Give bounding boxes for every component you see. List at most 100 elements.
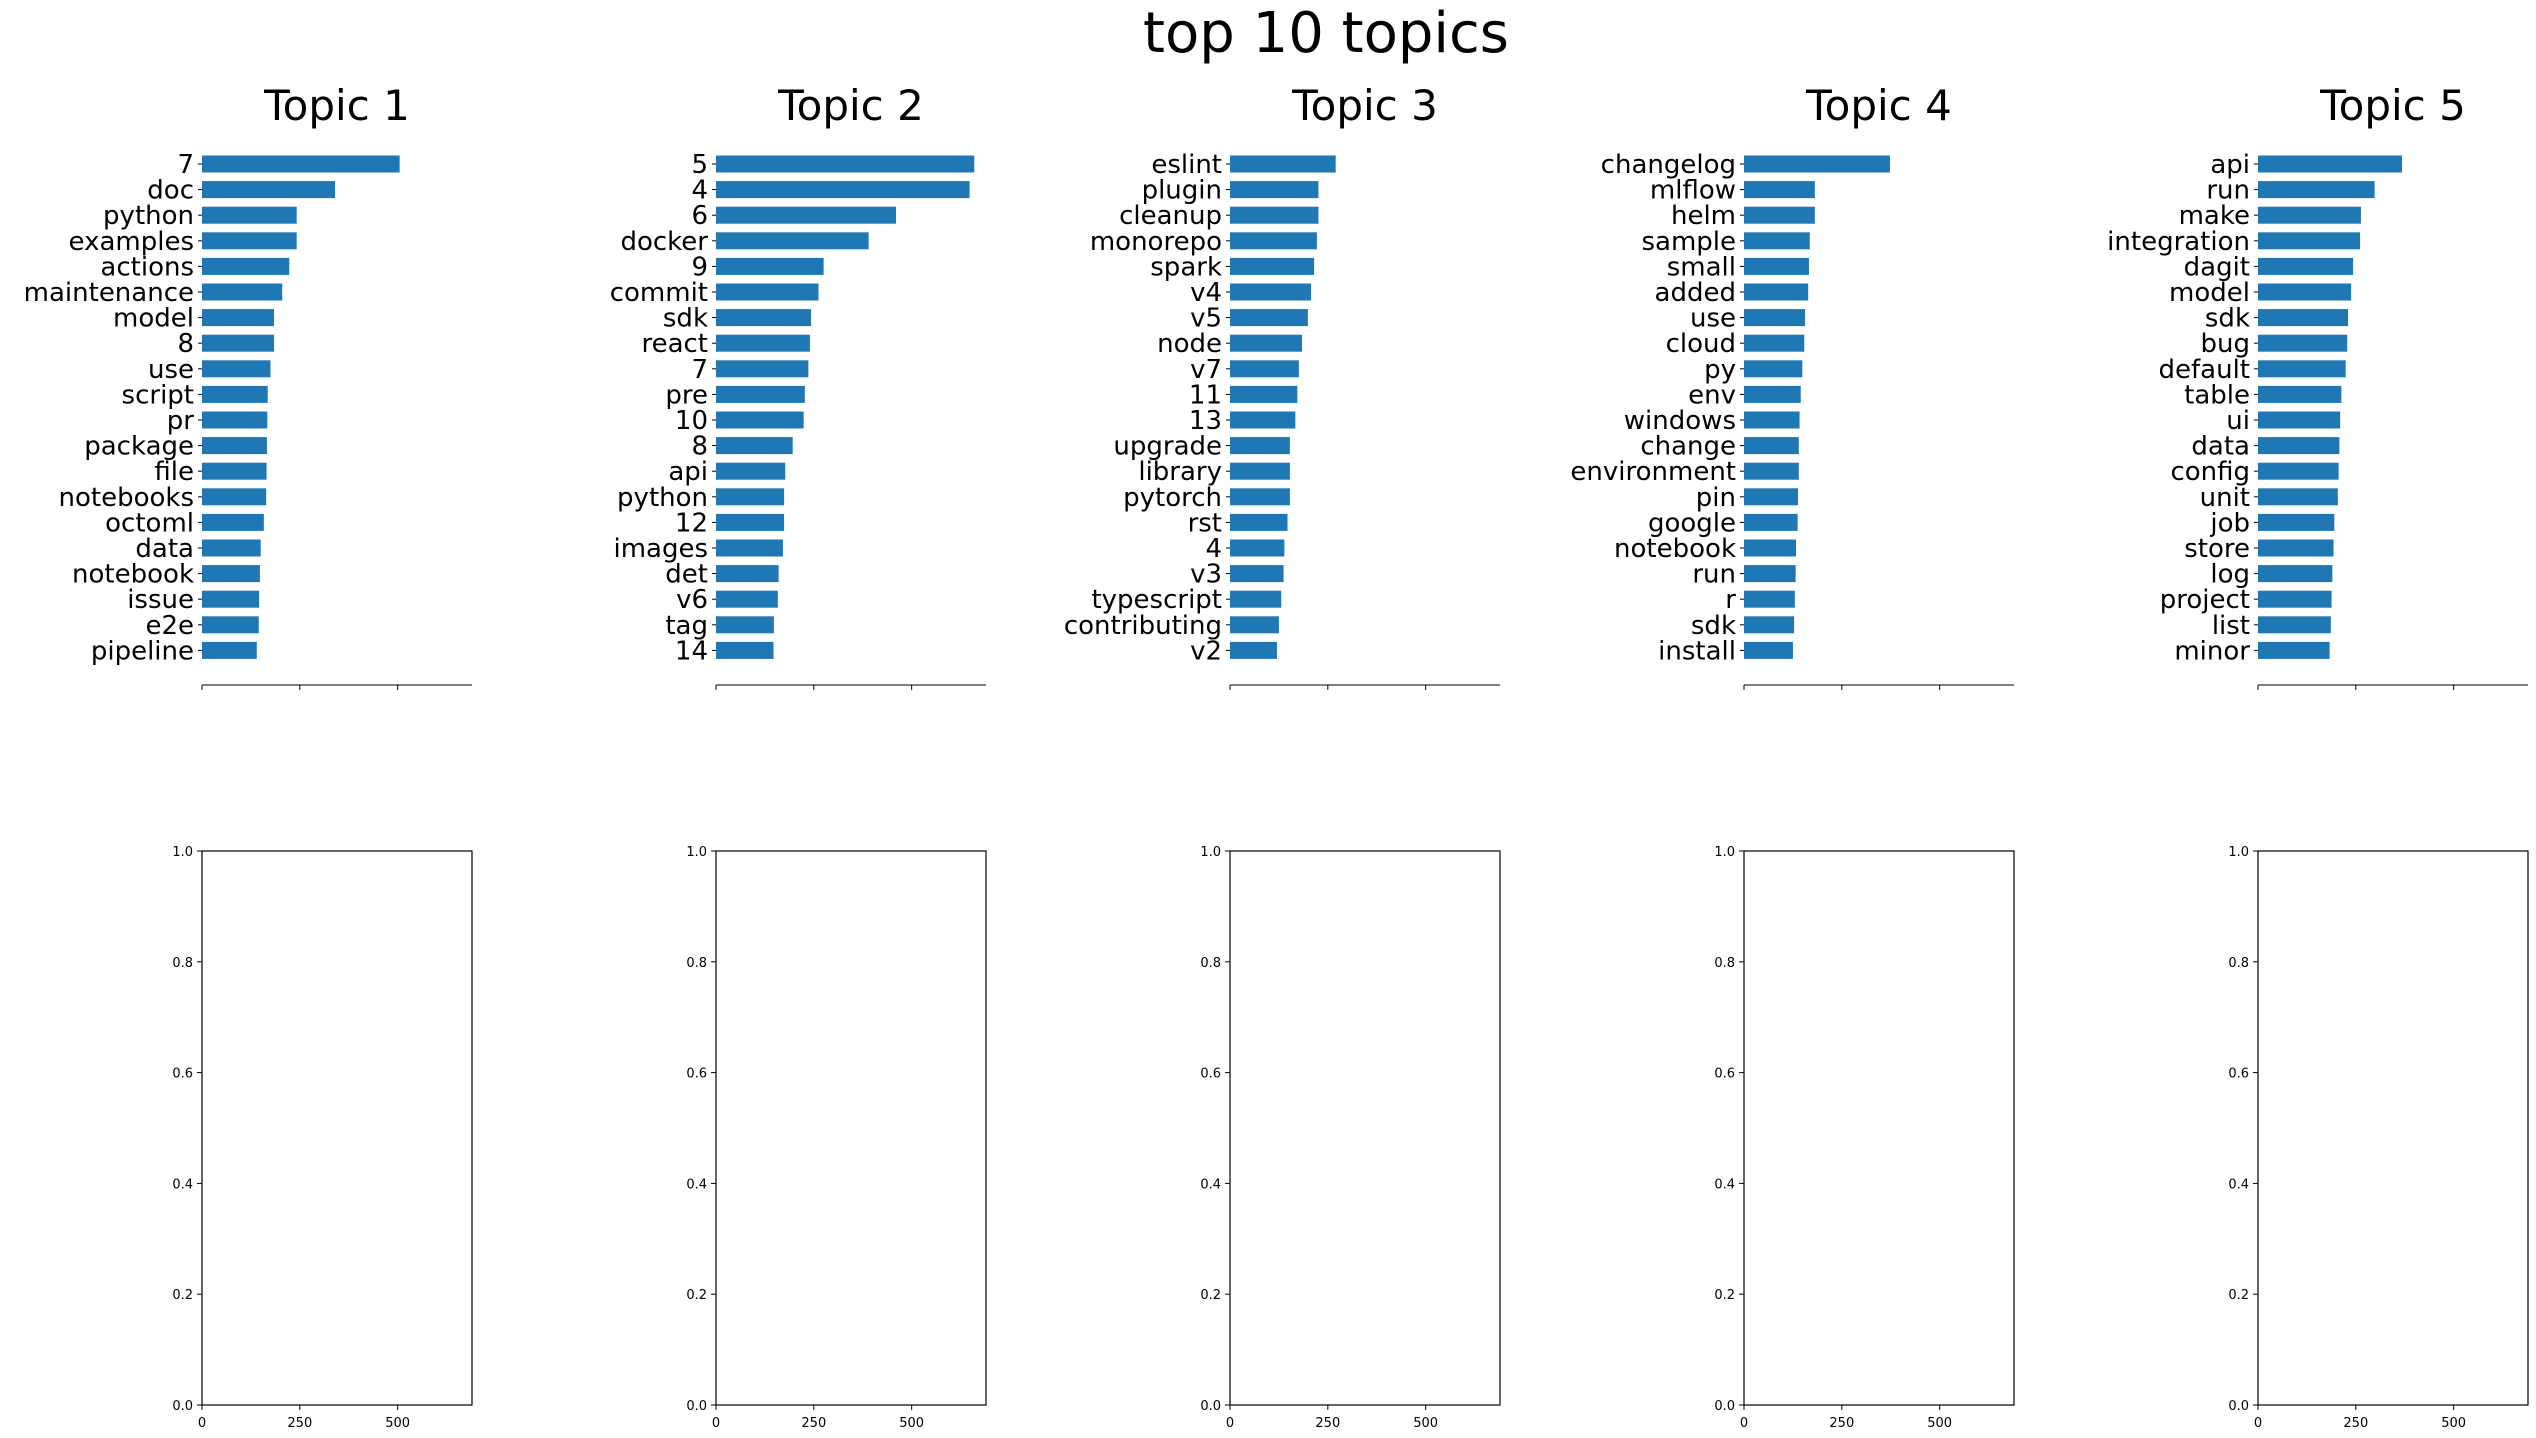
subplot-title: Topic 3: [1291, 81, 1438, 130]
bar-package: [202, 437, 267, 455]
category-label: react: [641, 329, 708, 359]
y-tick-label: 0.2: [172, 1288, 193, 1303]
category-label: 13: [1189, 406, 1222, 436]
category-label: data: [2191, 432, 2250, 462]
bar-file: [202, 462, 267, 480]
y-tick-label: 1.0: [172, 845, 193, 860]
category-label: cloud: [1666, 329, 1736, 359]
y-tick-label: 0.4: [1714, 1177, 1735, 1192]
bar-notebook: [202, 565, 260, 583]
y-tick-label: 0.0: [1200, 1399, 1221, 1414]
bar-notebooks: [202, 488, 267, 506]
bar-unit: [2258, 488, 2338, 506]
subplot-1: Topic 1 7docpythonexamplesactionsmaintena…: [24, 81, 472, 690]
subplot-9: 0.0 0.2 0.4 0.6 0.8 1.0 0 250 500: [1714, 845, 2015, 1431]
bar-job: [2258, 513, 2335, 531]
subplot-2: Topic 2 546docker9commitsdkreact7pre108ap…: [610, 81, 986, 690]
category-label: e2e: [145, 611, 194, 641]
y-tick-label: 1.0: [1200, 845, 1221, 860]
bar-sdk: [716, 309, 812, 327]
category-label: notebook: [1614, 534, 1736, 564]
bar-model: [2258, 283, 2352, 301]
axes-frame: [201, 850, 473, 1406]
category-label: notebook: [72, 560, 194, 590]
bar-store: [2258, 539, 2334, 557]
x-tick-label: 250: [2343, 1416, 2368, 1431]
category-label: api: [2210, 150, 2250, 180]
bar-node: [1230, 334, 1302, 352]
bar-v6: [716, 590, 778, 608]
category-label: environment: [1570, 457, 1736, 487]
subplot-4: Topic 4 changelogmlflowhelmsamplesmalladd…: [1570, 81, 2014, 690]
bar-docker: [716, 232, 869, 250]
category-label: node: [1157, 329, 1222, 359]
category-label: v3: [1190, 560, 1222, 590]
category-label: change: [1640, 432, 1736, 462]
subplot-title: Topic 4: [1805, 81, 1952, 130]
category-label: images: [613, 534, 708, 564]
subplot-title: Topic 2: [777, 81, 924, 130]
category-label: package: [84, 432, 194, 462]
bar-added: [1744, 283, 1809, 301]
bar-4: [716, 181, 970, 199]
category-label: notebooks: [59, 483, 195, 513]
bar-6: [716, 206, 896, 224]
bar-pre: [716, 385, 805, 403]
bar-contributing: [1230, 616, 1279, 634]
category-label: py: [1704, 355, 1736, 385]
y-tick-label: 0.0: [686, 1399, 707, 1414]
category-label: v2: [1190, 636, 1222, 666]
bar-pytorch: [1230, 488, 1290, 506]
subplot-8: 0.0 0.2 0.4 0.6 0.8 1.0 0 250 500: [1200, 845, 1501, 1431]
category-label: model: [2169, 278, 2250, 308]
bar-notebook: [1744, 539, 1797, 557]
bar-run: [2258, 181, 2375, 199]
bar-dagit: [2258, 257, 2354, 275]
bar-config: [2258, 462, 2339, 480]
bar-library: [1230, 462, 1290, 480]
axes-frame: [1229, 850, 1501, 1406]
bar-small: [1744, 257, 1809, 275]
category-label: bug: [2201, 329, 2251, 359]
category-label: typescript: [1091, 585, 1222, 615]
axes-frame: [1743, 850, 2015, 1406]
category-label: default: [2159, 355, 2250, 385]
subplot-grid: Topic 17docpythonexamplesactionsmaintena…: [24, 81, 2529, 1431]
subplot-10: 0.0 0.2 0.4 0.6 0.8 1.0 0 250 500: [2228, 845, 2529, 1431]
bar-pipeline: [202, 641, 257, 659]
y-tick-label: 0.8: [686, 956, 707, 971]
x-tick-label: 0: [2254, 1416, 2262, 1431]
category-label: 8: [177, 329, 194, 359]
subplot-6: 0.0 0.2 0.4 0.6 0.8 1.0 0 250 500: [172, 845, 473, 1431]
x-tick-label: 250: [1829, 1416, 1854, 1431]
bar-sdk: [1744, 616, 1795, 634]
category-label: 7: [691, 355, 708, 385]
bar-9: [716, 257, 824, 275]
category-label: python: [103, 201, 194, 231]
category-label: model: [113, 304, 194, 334]
category-label: config: [2170, 457, 2250, 487]
category-label: examples: [69, 227, 194, 257]
bar-pr: [202, 411, 268, 429]
category-label: v5: [1190, 304, 1222, 334]
category-label: octoml: [105, 508, 194, 538]
bar-12: [716, 513, 785, 531]
bar-5: [716, 155, 975, 173]
bar-project: [2258, 590, 2332, 608]
category-label: api: [668, 457, 708, 487]
category-label: 12: [675, 508, 708, 538]
x-tick-label: 500: [1927, 1416, 1952, 1431]
bar-13: [1230, 411, 1296, 429]
bar-model: [202, 309, 274, 327]
category-label: v6: [676, 585, 708, 615]
bar-environment: [1744, 462, 1799, 480]
category-label: install: [1658, 636, 1736, 666]
bar-spark: [1230, 257, 1315, 275]
category-label: small: [1667, 252, 1736, 282]
category-label: 6: [691, 201, 708, 231]
y-tick-label: 0.2: [1200, 1288, 1221, 1303]
category-label: project: [2160, 585, 2250, 615]
bar-doc: [202, 181, 336, 199]
bar-windows: [1744, 411, 1800, 429]
category-label: 5: [691, 150, 708, 180]
